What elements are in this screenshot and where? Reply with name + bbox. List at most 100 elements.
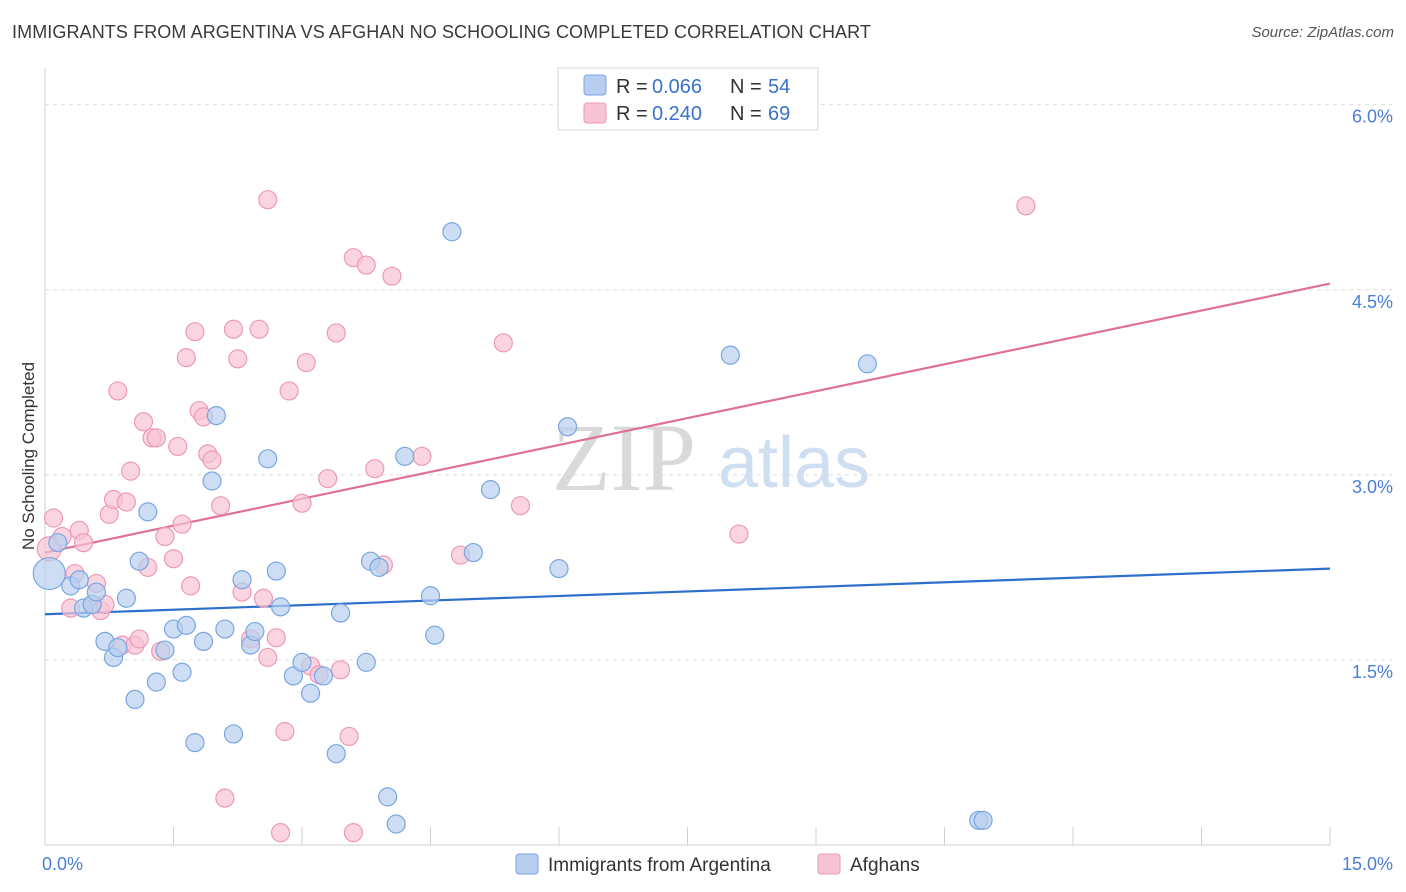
- afghans-point: [185, 322, 205, 342]
- argentina-point: [356, 652, 376, 672]
- chart-title: IMMIGRANTS FROM ARGENTINA VS AFGHAN NO S…: [12, 22, 872, 42]
- legend-r-value-1: 0.066: [652, 76, 702, 98]
- legend-n-label-2: N =: [730, 103, 762, 125]
- argentina-point: [270, 597, 291, 617]
- argentina-point: [442, 222, 462, 242]
- argentina-point: [129, 551, 149, 571]
- afghans-point: [168, 436, 188, 457]
- argentina-point: [420, 586, 441, 606]
- argentina-point: [378, 787, 398, 807]
- argentina-point: [386, 814, 406, 834]
- argentina-point: [125, 689, 145, 710]
- argentina-point: [232, 570, 252, 590]
- afghans-point: [253, 588, 274, 608]
- argentina-point: [300, 683, 321, 703]
- argentina-point: [313, 666, 334, 686]
- afghans-point: [181, 576, 201, 596]
- y-tick-label: 6.0%: [1352, 107, 1393, 127]
- afghans-point: [365, 459, 385, 479]
- afghans-point: [73, 533, 94, 553]
- argentina-point: [557, 417, 578, 437]
- axes: [44, 68, 1331, 846]
- argentina-point: [32, 556, 66, 591]
- argentina-point: [206, 406, 226, 426]
- argentina-point: [425, 625, 445, 645]
- argentina-point: [330, 603, 351, 623]
- argentina-point: [395, 446, 415, 466]
- argentina-point: [720, 345, 740, 365]
- argentina-point: [69, 570, 89, 590]
- argentina-point: [155, 640, 175, 660]
- legend-n-value-2: 69: [768, 103, 790, 125]
- afghans-point: [223, 319, 244, 339]
- legend-swatch-blue: [583, 74, 607, 96]
- afghans-point: [116, 492, 136, 512]
- y-tick-label: 1.5%: [1352, 662, 1393, 682]
- afghans-point: [249, 319, 269, 339]
- afghans-point: [729, 524, 749, 544]
- afghans-point: [343, 823, 363, 843]
- watermark-atlas: atlas: [718, 423, 870, 503]
- argentina-point: [86, 582, 107, 602]
- afghans-point: [292, 493, 312, 513]
- argentina-point: [857, 354, 878, 374]
- afghans-point: [266, 628, 286, 648]
- argentina-point: [193, 631, 214, 652]
- argentina-point: [108, 637, 128, 658]
- afghans-point: [133, 412, 154, 432]
- afghans-point: [326, 323, 346, 343]
- argentina-point: [326, 744, 346, 764]
- afghans-point: [1016, 196, 1036, 216]
- afghans-point: [275, 721, 295, 742]
- legend-n-value-1: 54: [768, 76, 790, 98]
- argentina-point: [138, 502, 158, 522]
- afghans-point: [202, 450, 222, 470]
- argentina-point: [116, 588, 136, 608]
- argentina-point: [215, 619, 235, 639]
- afghans-point: [339, 726, 359, 747]
- afghans-point: [270, 823, 291, 843]
- afghans-point: [43, 508, 64, 528]
- afghans-point: [279, 381, 299, 401]
- y-tick-label: 4.5%: [1352, 292, 1393, 312]
- legend-n-label-1: N =: [730, 76, 762, 98]
- afghans-point: [121, 461, 141, 481]
- stats-legend: R = 0.066 N = 54 R = 0.240 N = 69: [557, 67, 819, 131]
- afghans-trend-line: [44, 282, 1331, 554]
- legend-r-value-2: 0.240: [652, 103, 702, 125]
- afghans-point: [258, 647, 278, 668]
- tick-labels: 1.5% 3.0% 4.5% 6.0% 0.0% 15.0%: [42, 107, 1393, 874]
- argentina-point: [292, 652, 312, 672]
- afghans-point: [228, 349, 248, 369]
- argentina-point: [549, 559, 569, 579]
- argentina-point: [369, 557, 389, 577]
- legend-r-label-1: R =: [616, 76, 648, 98]
- afghans-point: [296, 352, 316, 373]
- series-legend-label-afghans: Afghans: [850, 855, 920, 876]
- afghans-point: [176, 348, 196, 368]
- argentina-point: [185, 732, 205, 753]
- argentina-point: [283, 666, 304, 686]
- series-legend-swatch-argentina: [515, 853, 539, 875]
- afghans-point: [172, 514, 192, 534]
- afghans-point: [129, 629, 149, 649]
- argentina-point: [480, 480, 501, 500]
- y-tick-label: 3.0%: [1352, 477, 1393, 497]
- series-legend: Immigrants from Argentina Afghans: [515, 853, 920, 876]
- afghans-point: [510, 496, 531, 516]
- y-axis-label: No Schooling Completed: [19, 362, 38, 550]
- series-legend-label-argentina: Immigrants from Argentina: [548, 855, 771, 876]
- afghans-point: [146, 428, 166, 448]
- argentina-point: [223, 724, 244, 744]
- afghans-point: [258, 190, 278, 210]
- afghans-point: [215, 788, 235, 808]
- argentina-point: [202, 471, 222, 491]
- afghans-point: [330, 660, 351, 680]
- argentina-point: [266, 561, 286, 581]
- argentina-point: [172, 662, 192, 682]
- afghans-point: [211, 496, 231, 516]
- argentina-point: [463, 542, 483, 563]
- afghans-point: [412, 446, 432, 466]
- afghans-point: [356, 255, 376, 275]
- argentina-point: [146, 672, 166, 692]
